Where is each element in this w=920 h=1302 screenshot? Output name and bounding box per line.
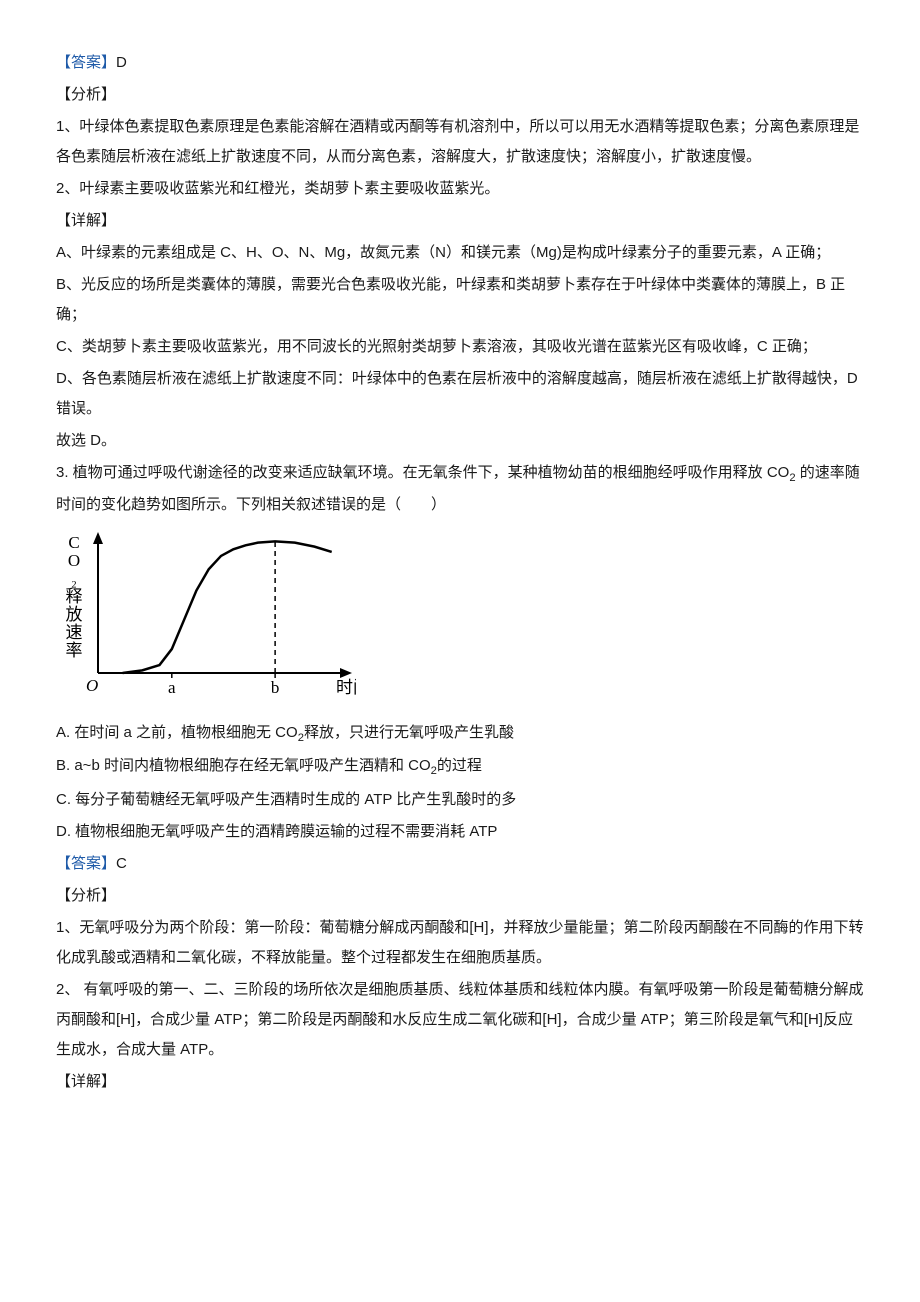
q2-analysis-label: 【分析】 bbox=[56, 80, 864, 110]
q2-opt-a: A、叶绿素的元素组成是 C、H、O、N、Mg，故氮元素（N）和镁元素（Mg)是构… bbox=[56, 238, 864, 268]
q3-opt-b: B. a~b 时间内植物根细胞存在经无氧呼吸产生酒精和 CO2的过程 bbox=[56, 751, 864, 783]
q3-opt-d: D. 植物根细胞无氧呼吸产生的酒精跨膜运输的过程不需要消耗 ATP bbox=[56, 817, 864, 847]
svg-text:释: 释 bbox=[66, 587, 83, 606]
q3-analysis-label: 【分析】 bbox=[56, 881, 864, 911]
q3-opt-a: A. 在时间 a 之前，植物根细胞无 CO2释放，只进行无氧呼吸产生乳酸 bbox=[56, 718, 864, 750]
svg-text:放: 放 bbox=[66, 605, 83, 624]
svg-text:a: a bbox=[168, 678, 176, 697]
svg-text:率: 率 bbox=[66, 641, 83, 660]
q2-answer-line: 【答案】D bbox=[56, 48, 864, 78]
svg-text:时间: 时间 bbox=[336, 678, 356, 697]
q3-analysis-1: 1、无氧呼吸分为两个阶段：第一阶段：葡萄糖分解成丙酮酸和[H]，并释放少量能量；… bbox=[56, 913, 864, 973]
q2-opt-c: C、类胡萝卜素主要吸收蓝紫光，用不同波长的光照射类胡萝卜素溶液，其吸收光谱在蓝紫… bbox=[56, 332, 864, 362]
q3-stem-sub: 2 bbox=[789, 472, 795, 484]
q3-opt-c: C. 每分子葡萄糖经无氧呼吸产生酒精时生成的 ATP 比产生乳酸时的多 bbox=[56, 785, 864, 815]
q3-stem-prefix: 3. 植物可通过呼吸代谢途径的改变来适应缺氧环境。在无氧条件下，某种植物幼苗的根… bbox=[56, 464, 789, 481]
q3-detail-label: 【详解】 bbox=[56, 1067, 864, 1097]
q2-opt-d: D、各色素随层析液在滤纸上扩散速度不同：叶绿体中的色素在层析液中的溶解度越高，随… bbox=[56, 364, 864, 424]
q3-stem: 3. 植物可通过呼吸代谢途径的改变来适应缺氧环境。在无氧条件下，某种植物幼苗的根… bbox=[56, 458, 864, 520]
q2-opt-b: B、光反应的场所是类囊体的薄膜，需要光合色素吸收光能，叶绿素和类胡萝卜素存在于叶… bbox=[56, 270, 864, 330]
q2-detail-label: 【详解】 bbox=[56, 206, 864, 236]
answer-label: 【答案】 bbox=[56, 855, 116, 872]
answer-value: D bbox=[116, 54, 127, 71]
answer-value: C bbox=[116, 855, 127, 872]
q2-analysis-1: 1、叶绿体色素提取色素原理是色素能溶解在酒精或丙酮等有机溶剂中，所以可以用无水酒… bbox=[56, 112, 864, 172]
q3-answer-line: 【答案】C bbox=[56, 849, 864, 879]
svg-text:₂: ₂ bbox=[71, 569, 77, 588]
svg-text:O: O bbox=[68, 551, 80, 570]
q2-conclusion: 故选 D。 bbox=[56, 426, 864, 456]
svg-text:C: C bbox=[68, 533, 79, 552]
co2-release-chart: abO时间CO₂释放速率 bbox=[56, 528, 864, 714]
svg-text:b: b bbox=[271, 678, 280, 697]
q2-analysis-2: 2、叶绿素主要吸收蓝紫光和红橙光，类胡萝卜素主要吸收蓝紫光。 bbox=[56, 174, 864, 204]
svg-text:O: O bbox=[86, 676, 98, 695]
q3-analysis-2: 2、 有氧呼吸的第一、二、三阶段的场所依次是细胞质基质、线粒体基质和线粒体内膜。… bbox=[56, 975, 864, 1065]
answer-label: 【答案】 bbox=[56, 54, 116, 71]
svg-text:速: 速 bbox=[66, 623, 83, 642]
